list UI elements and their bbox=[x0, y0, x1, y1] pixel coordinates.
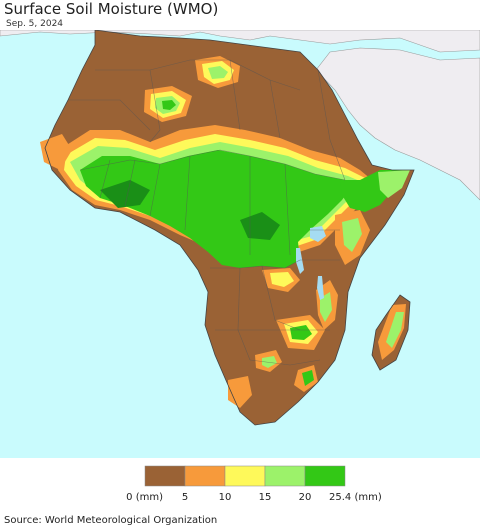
cape-orange bbox=[228, 376, 252, 408]
madagascar-green bbox=[386, 312, 404, 348]
legend-tick-4: 20 bbox=[299, 492, 312, 503]
south-green-patch-2 bbox=[290, 325, 312, 340]
north-green-blob-1 bbox=[208, 66, 228, 79]
south-yellow-patch-1 bbox=[270, 272, 294, 287]
other-land bbox=[0, 30, 480, 201]
sa-east-green bbox=[302, 370, 314, 386]
map-svg bbox=[0, 30, 480, 458]
equatorial-green-band bbox=[80, 150, 352, 268]
legend-tick-0: 0 (mm) bbox=[126, 492, 163, 503]
north-dgreen-blob-2 bbox=[162, 100, 176, 110]
africa-outline bbox=[44, 30, 415, 426]
legend-swatch-2 bbox=[224, 465, 266, 487]
legend-tick-2: 10 bbox=[219, 492, 232, 503]
legend-tick-3: 15 bbox=[259, 492, 272, 503]
country-borders bbox=[68, 59, 346, 366]
legend-swatch-1 bbox=[184, 465, 226, 487]
map-title: Surface Soil Moisture (WMO) bbox=[4, 0, 219, 18]
legend-tick-5: 25.4 (mm) bbox=[329, 492, 382, 503]
lake-tanganyika bbox=[296, 248, 304, 274]
map-date: Sep. 5, 2024 bbox=[6, 19, 64, 29]
map-canvas[interactable] bbox=[0, 30, 480, 458]
legend-swatch-3 bbox=[264, 465, 306, 487]
source-credit: Source: World Meteorological Organizatio… bbox=[4, 515, 218, 526]
horn-light-green bbox=[378, 170, 410, 198]
legend-swatch-0 bbox=[144, 465, 186, 487]
legend-swatch-4 bbox=[304, 465, 346, 487]
west-africa-orange bbox=[40, 134, 72, 170]
middle-east-land bbox=[315, 47, 480, 201]
dark-green-patch-1 bbox=[100, 180, 150, 208]
europe-land bbox=[0, 30, 480, 53]
lake-malawi bbox=[317, 276, 324, 300]
east-coast-green bbox=[342, 218, 362, 252]
legend: 0 (mm) 5 10 15 20 25.4 (mm) bbox=[0, 462, 480, 506]
south-green-patch-3 bbox=[262, 356, 277, 368]
legend-tick-1: 5 bbox=[182, 492, 188, 503]
madagascar-outline bbox=[371, 294, 411, 371]
mozambique-green bbox=[320, 292, 332, 322]
